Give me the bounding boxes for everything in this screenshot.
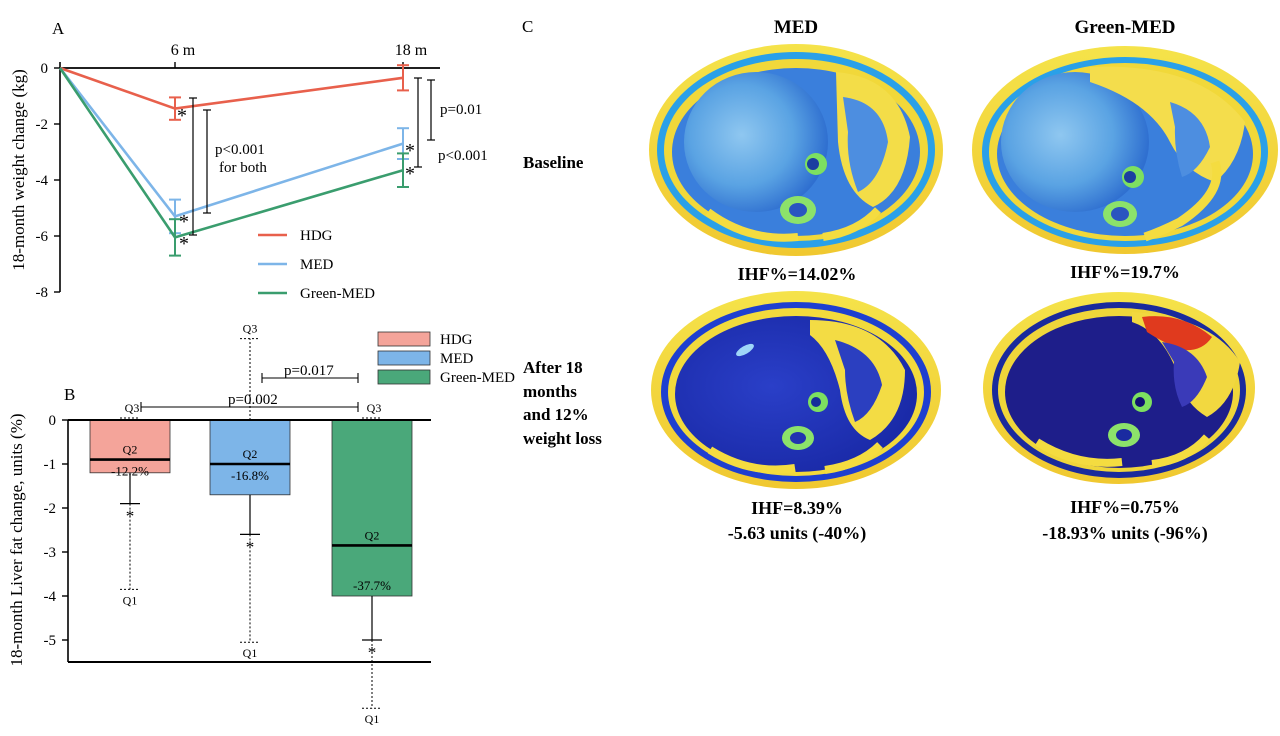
y-tick-label: -6: [36, 229, 49, 245]
y-tick-label: 0: [49, 413, 57, 429]
legend-swatch-hdg: [377, 331, 431, 347]
legend-swatch-med: [377, 350, 431, 366]
row-label-after-2: months: [523, 382, 577, 401]
y-tick-label: -5: [44, 633, 57, 649]
q1-label: Q1: [365, 712, 380, 726]
col-header-med: MED: [774, 17, 818, 38]
caption-green-med-after-1: IHF%=0.75%: [1070, 497, 1180, 517]
legend-swatch-green-med: [377, 369, 431, 385]
mri-green-med-baseline: [972, 46, 1278, 254]
row-label-after-4: weight loss: [523, 429, 602, 448]
bar-med: [209, 419, 291, 496]
y-tick-label: -1: [44, 457, 57, 473]
caption-med-after-2: -5.63 units (-40%): [728, 523, 867, 544]
panel-a-x-ticks: 6 m 18 m: [171, 42, 428, 68]
legend-label: Green-MED: [440, 370, 515, 386]
q1-label: Q1: [243, 646, 258, 660]
bar-hdg: [89, 419, 171, 474]
p-med: p=0.01: [440, 102, 482, 118]
panel-b: B 18-month Liver fat change, units (%) 0…: [7, 322, 515, 727]
pct-change-label: -12.2%: [111, 464, 149, 479]
panel-a-y-ticks: 0 -2 -4 -6 -8: [36, 61, 60, 301]
mri-med-after: [651, 291, 941, 489]
q2-label: Q2: [243, 447, 258, 461]
panel-b-legend: HDG MED Green-MED: [377, 331, 515, 386]
p-017: p=0.017: [284, 363, 334, 379]
q2-label: Q2: [123, 443, 138, 457]
caption-med-after-1: IHF=8.39%: [751, 498, 843, 518]
y-tick-label: 0: [41, 61, 49, 77]
y-tick-label: -4: [44, 589, 57, 605]
p-002: p=0.002: [228, 392, 278, 408]
panel-b-bracket-p017: [261, 373, 359, 383]
p-green: p<0.001: [438, 148, 488, 164]
significance-star: *: [405, 163, 415, 185]
y-tick-label: -8: [36, 285, 49, 301]
panel-a-bracket-both: [189, 97, 211, 236]
series-line-hdg: [59, 66, 404, 110]
panel-b-ylabel: 18-month Liver fat change, units (%): [7, 413, 26, 666]
q3-label: Q3: [367, 401, 382, 415]
y-tick-label: -3: [44, 545, 57, 561]
panel-a-legend: HDG MED Green-MED: [258, 228, 375, 302]
panel-b-y-ticks: 0 -1 -2 -3 -4 -5: [44, 413, 68, 649]
legend-label: HDG: [440, 332, 473, 348]
caption-med-baseline: IHF%=14.02%: [738, 264, 857, 284]
significance-star: *: [179, 233, 189, 255]
legend-label: HDG: [300, 228, 333, 244]
q1-label: Q1: [123, 593, 138, 607]
panel-a-series: [58, 64, 409, 257]
caption-green-med-after-2: -18.93% units (-96%): [1042, 523, 1208, 544]
bar-green-med: [331, 419, 413, 597]
legend-label: Green-MED: [300, 286, 375, 302]
y-tick-label: -2: [36, 117, 49, 133]
legend-label: MED: [300, 257, 334, 273]
significance-star: *: [126, 507, 135, 526]
y-tick-label: -2: [44, 501, 57, 517]
p-both-line1: p<0.001: [215, 142, 265, 158]
q2-label: Q2: [365, 528, 380, 542]
col-header-green-med: Green-MED: [1075, 17, 1176, 38]
panel-c-label: C: [522, 17, 533, 36]
q3-label: Q3: [243, 322, 258, 336]
panel-a-label: A: [52, 19, 65, 38]
panel-b-bracket-p002: [140, 402, 359, 412]
panel-a-stars: *****: [177, 105, 415, 255]
y-tick-label: -4: [36, 173, 49, 189]
panel-a-bracket-18m: [414, 77, 435, 168]
row-label-after-1: After 18: [523, 358, 583, 377]
panel-b-label: B: [64, 385, 75, 404]
panel-c: C MED Green-MED Baseline After 18 months…: [522, 17, 1278, 544]
pct-change-label: -37.7%: [353, 578, 391, 593]
legend-label: MED: [440, 351, 474, 367]
mri-green-med-after: [983, 292, 1255, 484]
row-label-after-3: and 12%: [523, 405, 589, 424]
significance-star: *: [405, 140, 415, 162]
x-tick-label: 18 m: [395, 42, 428, 59]
row-label-baseline: Baseline: [523, 153, 584, 172]
caption-green-med-baseline: IHF%=19.7%: [1070, 262, 1180, 282]
panel-a: A 18-month weight change (kg) 0-2-4-6-8 …: [9, 19, 488, 302]
mri-med-baseline: [649, 44, 943, 256]
pct-change-label: -16.8%: [231, 468, 269, 483]
significance-star: *: [179, 211, 189, 233]
panel-b-bars: Q1 Q3 Q2 -12.2% * Q1 Q3 Q2 -16.8% * Q1 Q3 Q2 -37.7% *: [89, 322, 413, 726]
p-both-line2: for both: [219, 160, 267, 176]
significance-star: *: [177, 105, 187, 127]
q3-label: Q3: [125, 401, 140, 415]
panel-a-ylabel: 18-month weight change (kg): [9, 69, 28, 271]
significance-star: *: [368, 643, 377, 662]
x-tick-label: 6 m: [171, 42, 196, 59]
significance-star: *: [246, 537, 255, 556]
